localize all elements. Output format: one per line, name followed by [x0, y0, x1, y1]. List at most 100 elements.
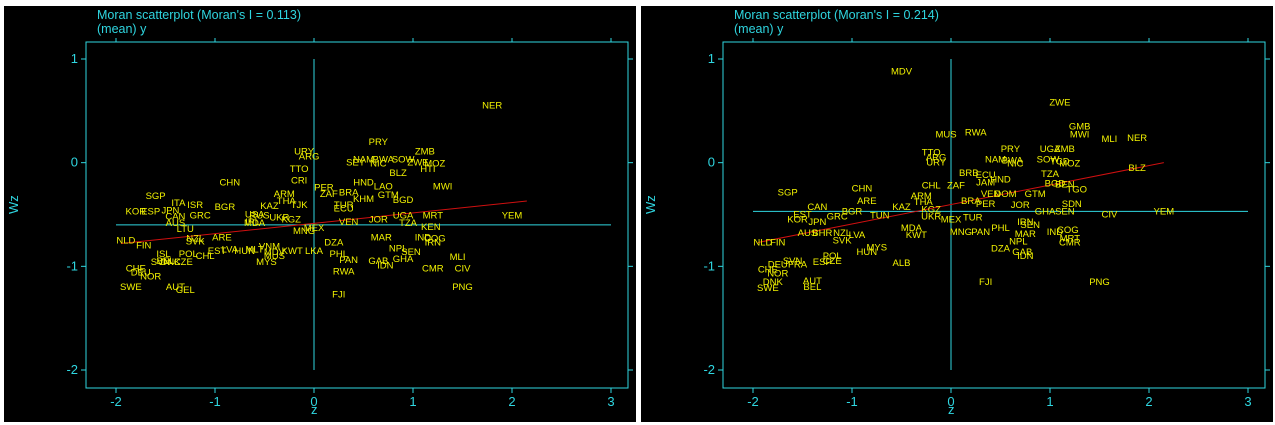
- chart-title: Moran scatterplot (Moran's I = 0.113): [97, 8, 301, 22]
- point-label: NER: [1127, 133, 1147, 144]
- x-tick-label: 3: [607, 394, 614, 409]
- point-label: FJI: [979, 277, 992, 288]
- point-label: IRN: [1017, 217, 1034, 228]
- point-label: PRY: [1001, 144, 1021, 155]
- point-label: THA: [277, 196, 297, 207]
- y-tick-label: 1: [71, 51, 78, 66]
- point-label: ISL: [156, 249, 170, 260]
- point-label: UKR: [269, 213, 289, 224]
- point-label: NLD: [753, 237, 772, 248]
- point-label: PRY: [369, 137, 389, 148]
- point-label: SEN: [401, 247, 421, 258]
- point-label: MEX: [941, 215, 962, 226]
- point-label: BGR: [842, 206, 863, 217]
- x-tick-label: 0: [310, 394, 317, 409]
- point-label: NZL: [833, 228, 851, 239]
- point-label: PNG: [452, 282, 473, 293]
- point-label: MWI: [1070, 130, 1090, 141]
- point-label: ESP: [141, 206, 160, 217]
- point-label: NZL: [186, 233, 204, 244]
- y-tick-label: 0: [71, 155, 78, 170]
- point-label: LKA: [305, 246, 324, 257]
- point-label: FIN: [770, 237, 785, 248]
- point-label: FIN: [136, 241, 151, 252]
- point-label: YEM: [1154, 206, 1175, 217]
- point-label: GRC: [827, 212, 848, 223]
- point-label: TJK: [291, 200, 309, 211]
- x-tick-label: 0: [947, 394, 954, 409]
- point-label: RWA: [965, 128, 987, 139]
- point-label: COG: [424, 233, 446, 244]
- point-label: THA: [914, 197, 934, 208]
- point-label: CHN: [220, 177, 241, 188]
- point-label: BGD: [1045, 178, 1066, 189]
- y-tick-label: 1: [708, 51, 715, 66]
- point-label: JPN: [808, 217, 826, 228]
- point-label: AUT: [803, 276, 822, 287]
- point-label: PNG: [1089, 277, 1110, 288]
- point-label: KAZ: [260, 201, 279, 212]
- point-label: TGO: [1066, 185, 1087, 196]
- point-label: KEN: [421, 222, 441, 233]
- point-label: MDV: [264, 247, 286, 258]
- x-tick-label: -1: [846, 394, 858, 409]
- point-label: KHM: [353, 194, 374, 205]
- point-label: AUS: [798, 228, 818, 239]
- x-tick-label: 2: [508, 394, 515, 409]
- chart-subtitle: (mean) y: [734, 22, 784, 36]
- point-label: ESP: [813, 257, 832, 268]
- point-label: KGZ: [921, 204, 941, 215]
- point-label: ARG: [926, 152, 947, 163]
- point-label: URY: [294, 146, 315, 157]
- point-label: BLZ: [389, 168, 407, 179]
- point-label: MAR: [1015, 229, 1036, 240]
- point-label: GHA: [393, 254, 414, 265]
- plot-frame: [722, 41, 1266, 389]
- point-label: NLD: [116, 235, 135, 246]
- point-label: JPN: [161, 205, 179, 216]
- point-label: ZAF: [320, 189, 338, 200]
- point-label: SVN: [151, 257, 171, 268]
- point-label: IDN: [1017, 251, 1034, 262]
- point-label: MWI: [433, 182, 453, 193]
- point-label: TZA: [1041, 169, 1060, 180]
- point-label: DZA: [991, 244, 1011, 255]
- point-label: NAM: [985, 155, 1006, 166]
- point-label: CZE: [174, 257, 193, 268]
- point-label: DEU: [131, 268, 151, 279]
- point-label: SOW: [1037, 155, 1060, 166]
- point-label: FRA: [788, 259, 808, 270]
- point-label: MDA: [244, 218, 266, 229]
- point-label: IND: [1047, 227, 1064, 238]
- point-label: IDN: [377, 260, 394, 271]
- point-label: EST: [208, 246, 227, 257]
- point-label: PER: [314, 183, 334, 194]
- chart-subtitle: (mean) y: [97, 22, 147, 36]
- y-axis-label: Wz: [6, 195, 21, 214]
- point-label: MRT: [1060, 233, 1081, 244]
- point-label: MAR: [371, 232, 392, 243]
- point-label: LVA: [222, 245, 239, 256]
- point-label: KWT: [282, 246, 303, 257]
- point-label: LTU: [177, 224, 194, 235]
- point-label: NIC: [1007, 159, 1024, 170]
- point-label: LVA: [849, 230, 866, 241]
- point-label: MRT: [423, 211, 444, 222]
- point-label: SWE: [757, 283, 779, 294]
- point-label: SVN: [783, 256, 803, 267]
- point-label: CHN: [852, 184, 873, 195]
- point-label: GHA: [1035, 206, 1056, 217]
- point-label: SGP: [778, 188, 798, 199]
- point-label: KGZ: [281, 215, 301, 226]
- point-label: RUS: [250, 211, 270, 222]
- point-label: DOM: [994, 189, 1016, 200]
- point-label: KOR: [126, 206, 147, 217]
- point-label: MYS: [866, 243, 887, 254]
- point-label: PER: [976, 199, 996, 210]
- point-label: PHL: [991, 223, 1009, 234]
- point-label: CMR: [422, 263, 444, 274]
- point-label: COG: [1057, 225, 1079, 236]
- y-axis-label: Wz: [643, 195, 658, 214]
- point-label: CMR: [1059, 237, 1081, 248]
